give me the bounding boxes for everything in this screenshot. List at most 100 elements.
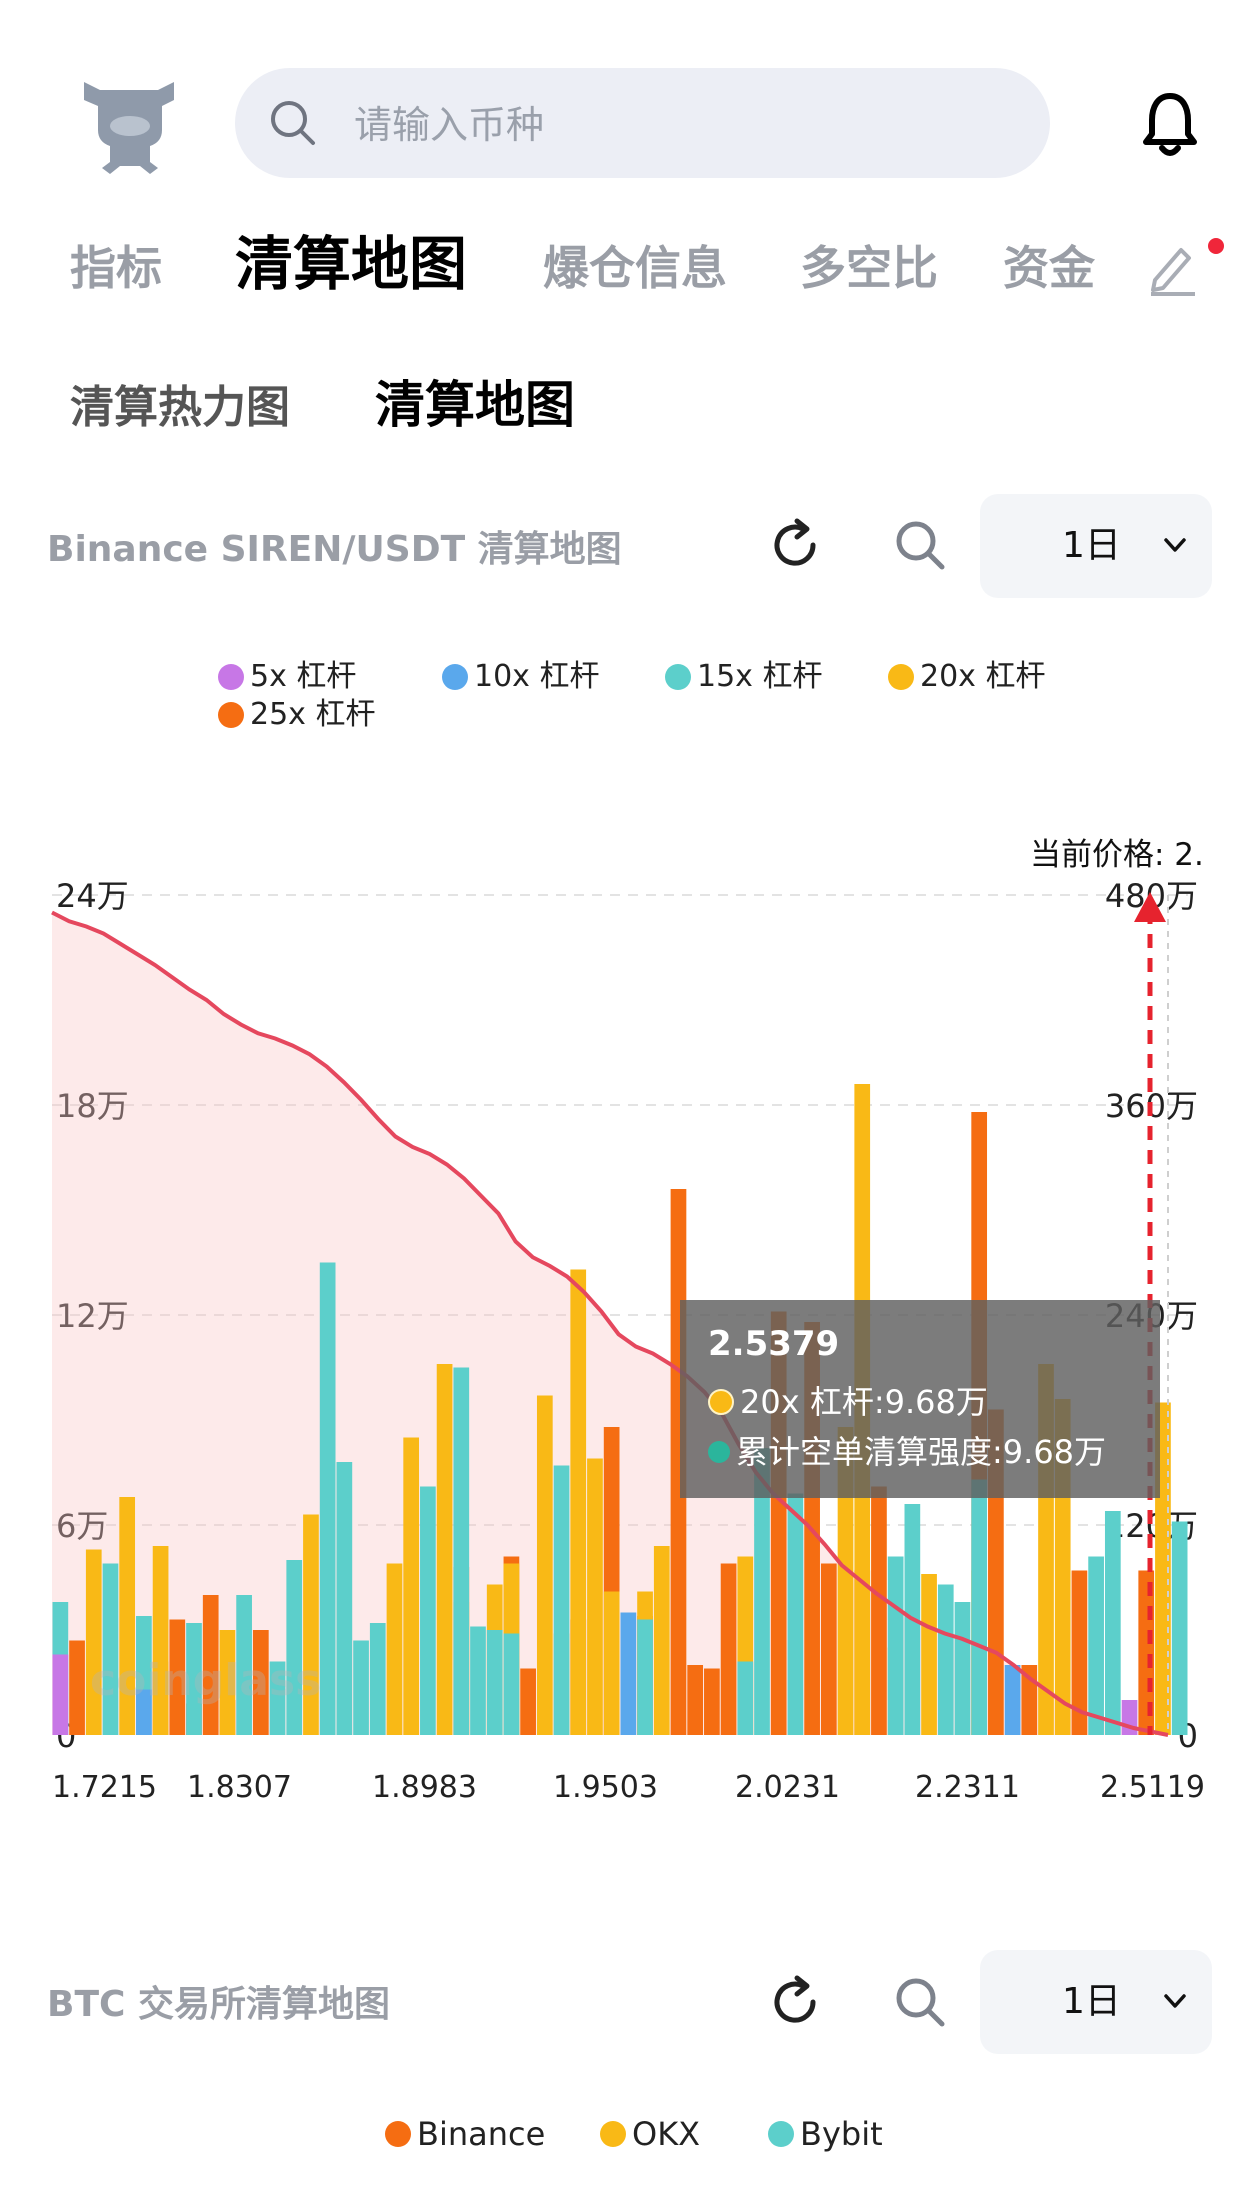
refresh-icon[interactable]: [765, 515, 825, 575]
chevron-down-icon: [1164, 1994, 1186, 2008]
bar-segment: [252, 1630, 269, 1735]
bar-segment: [336, 1462, 353, 1735]
refresh-icon-2[interactable]: [765, 1972, 825, 2032]
bar-segment: [570, 1269, 587, 1735]
edit-icon[interactable]: [1145, 240, 1201, 296]
bar-segment: [887, 1556, 904, 1735]
bar-segment: [470, 1626, 486, 1735]
bar-segment: [1004, 1665, 1021, 1735]
bar-segment: [453, 1367, 470, 1735]
tab-indicators[interactable]: 指标: [70, 241, 162, 295]
x-tick-label: 1.8307: [187, 1770, 292, 1805]
search-input[interactable]: 请输入币种: [354, 103, 545, 147]
bar-segment: [136, 1689, 152, 1735]
bar-segment: [687, 1665, 704, 1735]
legend-dot: [442, 664, 468, 690]
legend-label: 20x 杠杆: [920, 659, 1046, 694]
bar-segment: [603, 1591, 620, 1735]
chevron-down-icon: [1164, 538, 1186, 552]
bar-segment: [787, 1493, 804, 1735]
bar-segment: [486, 1630, 503, 1735]
current-price-arrow: [1134, 892, 1166, 922]
period-label: 1日: [1062, 525, 1121, 566]
bar-segment: [520, 1668, 536, 1735]
bar-segment: [837, 1427, 854, 1735]
bar-segment: [921, 1574, 937, 1735]
section-title: Binance SIREN/USDT 清算地图: [47, 529, 622, 570]
bar-segment: [871, 1486, 887, 1735]
search-bar[interactable]: [235, 68, 1050, 178]
legend-binance[interactable]: Binance: [385, 2115, 545, 2153]
tooltip-price: 2.5379: [708, 1324, 840, 1364]
legend-dot: [888, 664, 914, 690]
legend-10x[interactable]: 10x 杠杆: [442, 658, 599, 696]
legend-bybit[interactable]: Bybit: [768, 2115, 883, 2153]
watermark-text: coinglass: [90, 1655, 322, 1706]
tooltip-leverage-value: 20x 杠杆:9.68万: [740, 1383, 988, 1421]
bar-segment: [52, 1654, 69, 1735]
bar-segment: [704, 1668, 720, 1735]
bar-segment: [587, 1458, 603, 1735]
bar-segment: [202, 1595, 219, 1735]
tab-liquidation-info[interactable]: 爆仓信息: [543, 241, 727, 295]
notification-dot: [1208, 238, 1224, 254]
avatar[interactable]: [70, 70, 190, 180]
cumulative-line: [51, 910, 1169, 1737]
zoom-search-icon-2[interactable]: [890, 1972, 950, 2032]
tooltip-dot: [708, 1389, 734, 1415]
bar-segment: [102, 1563, 119, 1735]
x-tick-label: 2.0231: [735, 1770, 840, 1805]
bar-segment: [369, 1623, 386, 1735]
bell-icon[interactable]: [1140, 90, 1200, 160]
tab-funding[interactable]: 资金: [1003, 241, 1095, 295]
legend-5x[interactable]: 5x 杠杆: [218, 658, 356, 696]
bar-segment: [186, 1623, 202, 1735]
x-tick-label: 2.5119: [1100, 1770, 1205, 1805]
x-tick-label: 1.9503: [553, 1770, 658, 1805]
legend-label: 15x 杠杆: [697, 659, 823, 694]
legend-dot: [665, 664, 691, 690]
bar-segment: [152, 1546, 169, 1735]
bar-segment: [620, 1612, 637, 1735]
bar-segment: [1071, 1570, 1088, 1735]
bar-segment: [637, 1619, 653, 1735]
chart-tooltip: 2.5379 20x 杠杆:9.68万 累计空单清算强度:9.68万: [680, 1300, 1160, 1498]
legend-15x[interactable]: 15x 杠杆: [665, 658, 822, 696]
liquidation-chart[interactable]: 006万120万12万240万18万360万24万480万1.72151.830…: [0, 830, 1260, 1810]
legend-20x[interactable]: 20x 杠杆: [888, 658, 1045, 696]
subtab-heatmap[interactable]: 清算热力图: [70, 382, 290, 433]
legend-okx[interactable]: OKX: [600, 2115, 700, 2153]
bar-segment: [754, 1448, 770, 1735]
bar-segment: [1088, 1556, 1104, 1735]
tab-liquidation-map[interactable]: 清算地图: [235, 230, 468, 298]
tooltip-cumulative-value: 累计空单清算强度:9.68万: [736, 1433, 1107, 1471]
bar-segment: [303, 1514, 319, 1735]
bar-segment: [269, 1661, 286, 1735]
bar-segment: [169, 1619, 186, 1735]
zoom-search-icon[interactable]: [890, 515, 950, 575]
subtab-liquidation-map[interactable]: 清算地图: [375, 376, 575, 434]
y-left-tick-label: 12万: [56, 1297, 129, 1335]
tab-long-short-ratio[interactable]: 多空比: [800, 241, 938, 295]
x-tick-label: 1.8983: [372, 1770, 477, 1805]
y-left-tick-label: 24万: [56, 877, 129, 915]
legend-25x[interactable]: 25x 杠杆: [218, 696, 375, 734]
legend-dot: [385, 2121, 411, 2147]
bar-segment: [420, 1486, 436, 1735]
bar-segment: [436, 1364, 453, 1735]
bar-segment: [236, 1595, 252, 1735]
bar-segment: [403, 1437, 420, 1735]
period-select-2[interactable]: 1日: [980, 1950, 1212, 2054]
legend-label: 25x 杠杆: [250, 697, 376, 732]
bar-segment: [820, 1563, 837, 1735]
bar-segment: [219, 1630, 236, 1735]
bar-segment: [720, 1563, 737, 1735]
section2-title: BTC 交易所清算地图: [47, 1984, 390, 2025]
legend-label: 10x 杠杆: [474, 659, 600, 694]
bar-segment: [286, 1560, 303, 1735]
period-select[interactable]: 1日: [980, 494, 1212, 598]
bar-segment: [954, 1602, 971, 1735]
bar-segment: [319, 1262, 336, 1735]
x-tick-label: 2.2311: [915, 1770, 1020, 1805]
legend-dot: [218, 702, 244, 728]
